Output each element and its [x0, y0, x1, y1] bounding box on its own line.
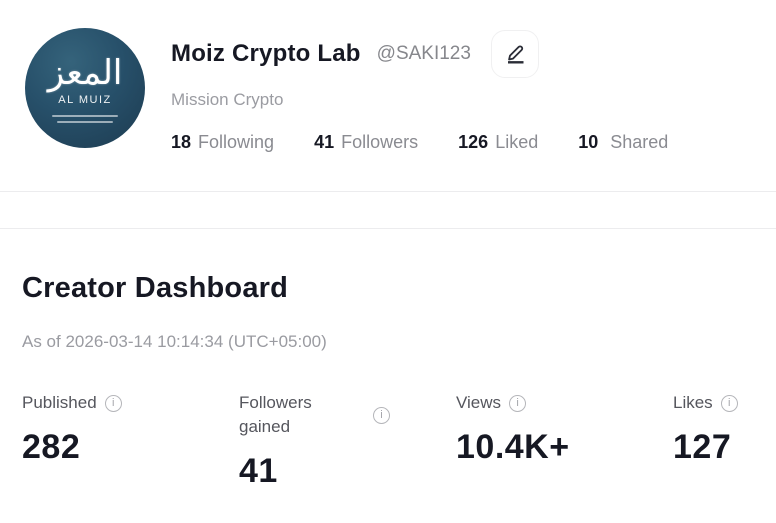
stat-value: 18: [171, 132, 192, 152]
metric-label: Likes: [673, 393, 713, 412]
info-icon[interactable]: i: [509, 394, 527, 412]
stat-label: Shared: [610, 132, 669, 152]
avatar[interactable]: المعز AL MUIZ: [25, 28, 145, 148]
stat-value: 41: [314, 132, 335, 152]
username-handle: @SAKI123: [376, 43, 471, 64]
profile-header: المعز AL MUIZ Moiz Crypto Lab @SAKI123 M…: [0, 0, 776, 153]
stat-value: 126: [458, 132, 489, 152]
avatar-arabic-calligraphy: المعز: [47, 52, 123, 93]
stat-following[interactable]: 18 Following: [171, 132, 274, 153]
avatar-caption: AL MUIZ: [58, 93, 112, 106]
pencil-edit-icon: [503, 41, 527, 68]
metric-followers-gained: Followers gained i 41: [239, 391, 456, 491]
stat-label: Liked: [495, 132, 539, 152]
page-title: Creator Dashboard: [22, 272, 289, 304]
metric-label: Followers gained: [239, 393, 312, 436]
metric-value: 127: [673, 428, 732, 466]
metric-published: Published i 282: [22, 391, 239, 491]
stat-label: Followers: [341, 132, 419, 152]
info-icon[interactable]: i: [373, 406, 390, 424]
stat-liked[interactable]: 126 Liked: [458, 132, 538, 153]
stat-followers[interactable]: 41 Followers: [314, 132, 418, 153]
metric-value: 282: [22, 428, 81, 466]
section-divider: [0, 191, 776, 192]
stat-label: Following: [198, 132, 275, 152]
stat-value: 10: [578, 132, 599, 152]
profile-info: Moiz Crypto Lab @SAKI123 Mission Crypto …: [171, 28, 668, 153]
metric-views: Views i 10.4K+: [456, 391, 673, 491]
edit-profile-button[interactable]: [490, 30, 539, 78]
metric-label: Views: [456, 393, 502, 412]
avatar-decorative-line: [57, 120, 113, 123]
metric-value: 10.4K+: [456, 428, 570, 466]
as-of-timestamp: As of 2026-03-14 10:14:34 (UTC+05:00): [22, 332, 327, 351]
metric-likes: Likes i 127: [673, 391, 776, 491]
creator-dashboard-section: Creator Dashboard As of 2026-03-14 10:14…: [0, 272, 776, 491]
stat-shared[interactable]: 10 Shared: [578, 132, 668, 153]
metric-label: Published: [22, 393, 97, 412]
name-row: Moiz Crypto Lab @SAKI123: [171, 30, 668, 78]
info-icon[interactable]: i: [720, 394, 738, 412]
section-divider: [0, 228, 776, 229]
avatar-decorative-line: [52, 114, 118, 117]
metrics-row: Published i 282 Followers gained i 41 Vi…: [22, 391, 776, 491]
display-name: Moiz Crypto Lab: [171, 40, 361, 67]
info-icon[interactable]: i: [104, 394, 122, 412]
bio-text: Mission Crypto: [171, 90, 284, 109]
stats-row: 18 Following 41 Followers 126 Liked 10 S…: [171, 132, 668, 153]
metric-value: 41: [239, 452, 278, 490]
